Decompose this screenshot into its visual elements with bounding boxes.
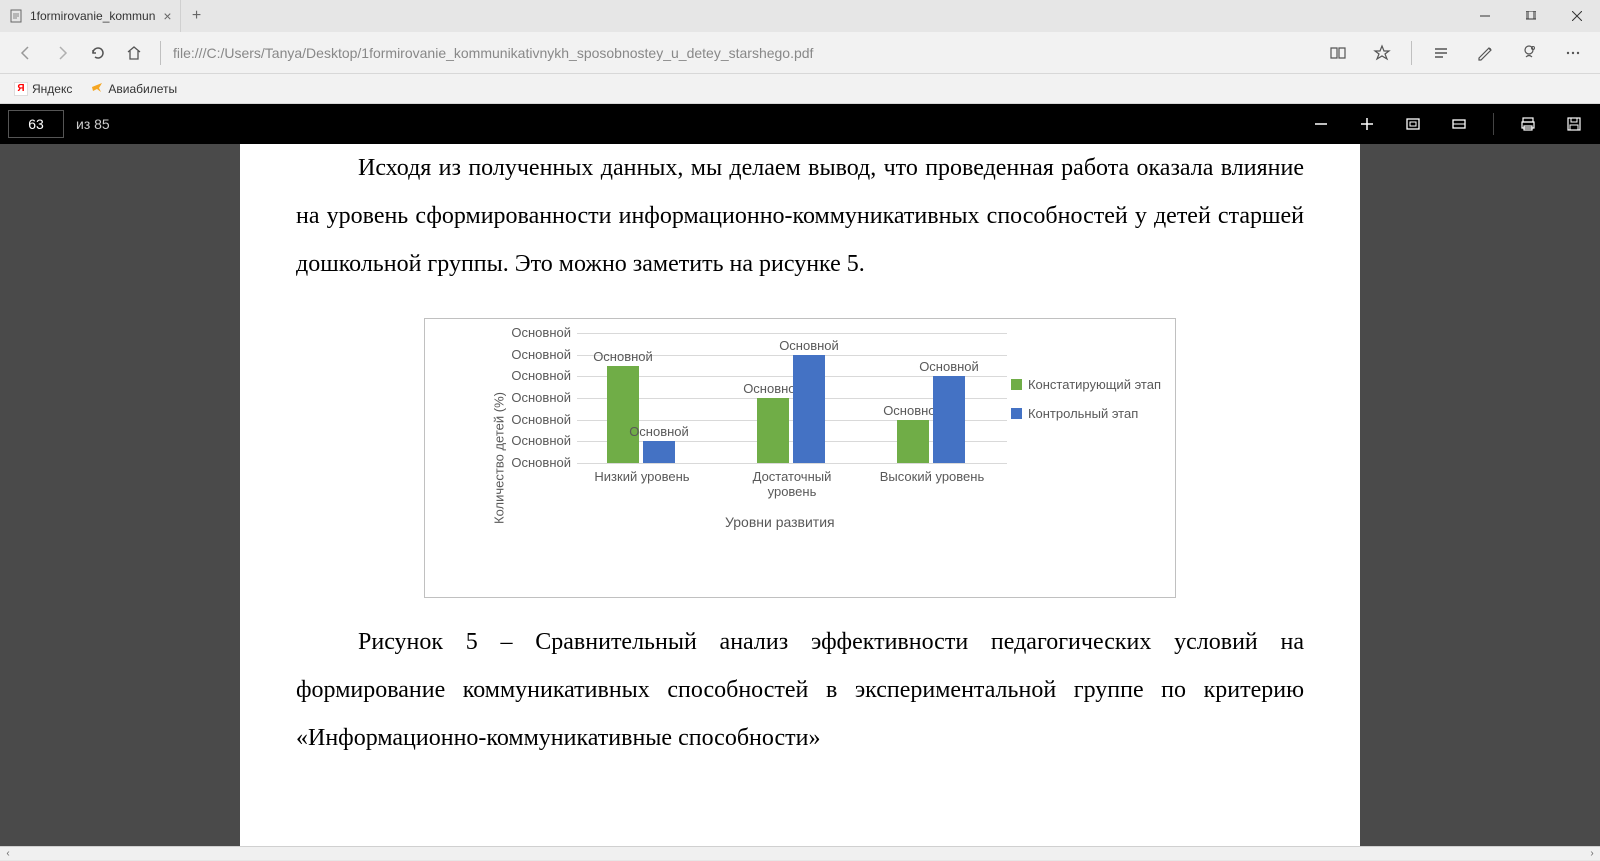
minimize-button[interactable] <box>1462 0 1508 32</box>
scroll-right-button[interactable]: › <box>1584 847 1600 861</box>
fit-page-button[interactable] <box>1395 106 1431 142</box>
horizontal-scrollbar[interactable]: ‹ › <box>0 846 1600 860</box>
tab-close-button[interactable]: × <box>163 8 171 24</box>
window-controls <box>1462 0 1600 32</box>
forward-button[interactable] <box>44 35 80 71</box>
page-number-input[interactable] <box>8 110 64 138</box>
hub-button[interactable] <box>1422 35 1460 71</box>
reading-view-button[interactable] <box>1319 35 1357 71</box>
zoom-in-button[interactable] <box>1349 106 1385 142</box>
url-text: file:///C:/Users/Tanya/Desktop/1formirov… <box>173 45 813 61</box>
bookmark-aviabilety[interactable]: Авиабилеты <box>84 78 183 99</box>
bookmark-label: Яндекс <box>32 82 72 96</box>
pdf-viewer[interactable]: Исходя из полученных данных, мы делаем в… <box>0 144 1600 846</box>
scroll-left-button[interactable]: ‹ <box>0 847 16 861</box>
legend-label: Контрольный этап <box>1028 406 1138 421</box>
pdf-toolbar: из 85 <box>0 104 1600 144</box>
bookmark-label: Авиабилеты <box>108 82 177 96</box>
home-button[interactable] <box>116 35 152 71</box>
pdf-file-icon <box>8 8 24 24</box>
back-button[interactable] <box>8 35 44 71</box>
bookmarks-bar: Я Яндекс Авиабилеты <box>0 74 1600 104</box>
notes-button[interactable] <box>1466 35 1504 71</box>
share-button[interactable] <box>1510 35 1548 71</box>
legend-swatch-icon <box>1011 408 1022 419</box>
page-total-label: из 85 <box>76 116 110 132</box>
pdf-page: Исходя из полученных данных, мы делаем в… <box>240 144 1360 846</box>
legend-label: Констатирующий этап <box>1028 377 1161 392</box>
maximize-button[interactable] <box>1508 0 1554 32</box>
chart-legend: Констатирующий этап Контрольный этап <box>1011 377 1161 435</box>
zoom-out-button[interactable] <box>1303 106 1339 142</box>
print-button[interactable] <box>1510 106 1546 142</box>
new-tab-button[interactable]: + <box>181 0 213 32</box>
favorite-button[interactable] <box>1363 35 1401 71</box>
titlebar: 1formirovanie_kommun × + <box>0 0 1600 32</box>
plane-icon <box>90 80 104 97</box>
legend-item-1: Констатирующий этап <box>1011 377 1161 392</box>
bookmark-yandex[interactable]: Я Яндекс <box>8 80 78 98</box>
chart-x-axis-label: Уровни развития <box>725 514 835 530</box>
legend-swatch-icon <box>1011 379 1022 390</box>
more-button[interactable] <box>1554 35 1592 71</box>
chart-plot-area: ОсновнойОсновнойОсновнойОсновнойОсновной… <box>577 333 1007 463</box>
browser-tab[interactable]: 1formirovanie_kommun × <box>0 0 181 32</box>
url-box[interactable]: file:///C:/Users/Tanya/Desktop/1formirov… <box>160 38 1311 68</box>
paragraph-1: Исходя из полученных данных, мы делаем в… <box>296 144 1304 288</box>
tab-title: 1formirovanie_kommun <box>30 9 155 23</box>
refresh-button[interactable] <box>80 35 116 71</box>
close-button[interactable] <box>1554 0 1600 32</box>
legend-item-2: Контрольный этап <box>1011 406 1161 421</box>
yandex-icon: Я <box>14 82 28 96</box>
save-button[interactable] <box>1556 106 1592 142</box>
address-bar: file:///C:/Users/Tanya/Desktop/1formirov… <box>0 32 1600 74</box>
paragraph-2: Рисунок 5 – Сравнительный анализ эффекти… <box>296 618 1304 762</box>
fit-width-button[interactable] <box>1441 106 1477 142</box>
chart-container: Количество детей (%) ОсновнойОсновнойОсн… <box>424 318 1176 598</box>
